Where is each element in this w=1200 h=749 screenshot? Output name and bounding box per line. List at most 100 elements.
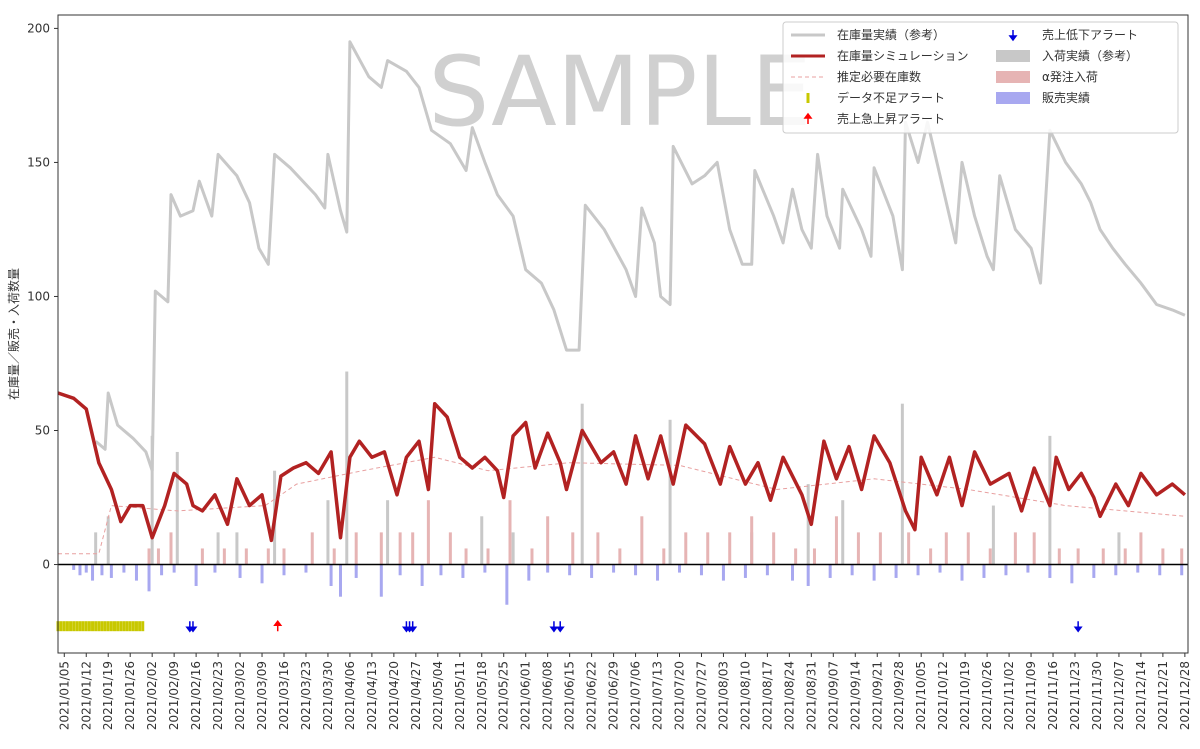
bar: [878, 532, 882, 565]
bar: [546, 564, 550, 573]
legend-label: α発注入荷: [1042, 69, 1098, 84]
bar: [684, 532, 688, 565]
y-tick-label: 200: [27, 21, 50, 35]
bar: [100, 564, 104, 576]
bar: [765, 564, 769, 576]
x-tick-label: 2021/08/31: [804, 661, 818, 730]
x-tick-label: 2021/09/21: [870, 661, 884, 730]
x-tick-label: 2021/11/09: [1024, 661, 1038, 730]
alert-marker: [188, 621, 198, 633]
bar: [448, 532, 452, 565]
legend-label: 在庫量シミュレーション: [837, 49, 969, 63]
bar: [379, 564, 383, 597]
bar: [929, 548, 933, 565]
bar: [794, 548, 798, 565]
alert-marker: [549, 621, 559, 633]
bar: [938, 564, 942, 573]
bar: [84, 564, 88, 573]
bar: [1161, 548, 1165, 565]
bar: [527, 564, 531, 581]
x-tick-label: 2021/10/12: [936, 661, 950, 730]
x-tick-label: 2021/04/27: [409, 661, 423, 730]
x-tick-label: 2021/12/21: [1156, 661, 1170, 730]
legend-label: 在庫量実績（参考）: [837, 27, 945, 42]
line: [58, 456, 1185, 555]
bar: [850, 564, 854, 576]
bar: [699, 564, 703, 576]
bar: [640, 516, 644, 565]
legend-label: 売上急上昇アラート: [837, 111, 945, 126]
x-tick-label: 2021/01/19: [101, 661, 115, 730]
x-tick-label: 2021/01/12: [79, 661, 93, 730]
bar: [580, 403, 584, 565]
legend-label: 販売実績: [1042, 90, 1090, 105]
bar: [1032, 532, 1036, 565]
bar: [1114, 564, 1118, 576]
bar: [354, 564, 358, 578]
legend-swatch: [1008, 30, 1018, 42]
x-tick-label: 2021/08/03: [716, 661, 730, 730]
x-tick-label: 2021/08/24: [782, 661, 796, 730]
x-tick-label: 2021/02/23: [211, 661, 225, 730]
bar: [213, 564, 217, 573]
bar: [398, 532, 402, 565]
x-tick-label: 2021/07/27: [694, 661, 708, 730]
bar: [332, 548, 336, 565]
x-tick-label: 2021/02/02: [145, 661, 159, 730]
y-tick-label: 100: [27, 289, 50, 303]
bar: [1048, 564, 1052, 578]
bar: [612, 564, 616, 573]
bar: [1139, 532, 1143, 565]
bar: [772, 532, 776, 565]
legend-swatch: [996, 92, 1030, 104]
x-tick-label: 2021/11/16: [1046, 661, 1060, 730]
alert-marker: [408, 621, 418, 633]
bar: [1101, 548, 1105, 565]
bar: [134, 564, 138, 581]
y-tick-label: 0: [42, 558, 50, 572]
bar: [596, 532, 600, 565]
bar: [200, 548, 204, 565]
bar: [568, 564, 572, 576]
bar: [590, 564, 594, 578]
bar: [900, 403, 904, 565]
x-tick-label: 2021/08/17: [760, 661, 774, 730]
x-tick-label: 2021/10/19: [958, 661, 972, 730]
x-tick-label: 2021/03/30: [321, 661, 335, 730]
bar: [150, 435, 154, 565]
x-tick-label: 2021/11/30: [1090, 661, 1104, 730]
bar: [235, 532, 239, 565]
x-tick-label: 2021/04/20: [387, 661, 401, 730]
watermark: SAMPLE: [428, 36, 811, 148]
bar: [339, 564, 342, 597]
legend-label: データ不足アラート: [837, 90, 945, 105]
bar: [1070, 564, 1074, 584]
x-tick-label: 2021/06/15: [563, 661, 577, 730]
bar: [326, 500, 330, 565]
bar: [1076, 548, 1080, 565]
bar: [662, 548, 666, 565]
bar: [505, 564, 509, 605]
bar: [841, 500, 845, 565]
bar: [988, 548, 992, 565]
bar: [634, 564, 638, 576]
x-tick-label: 2021/08/10: [738, 661, 752, 730]
bar: [420, 564, 424, 586]
bar: [721, 564, 725, 581]
x-tick-label: 2021/01/26: [123, 661, 137, 730]
bar: [571, 532, 575, 565]
bar: [216, 532, 220, 565]
x-tick-label: 2021/11/23: [1068, 661, 1082, 730]
bar: [282, 548, 286, 565]
x-tick-label: 2021/03/09: [255, 661, 269, 730]
bar: [147, 564, 151, 592]
alert-marker: [555, 621, 565, 633]
bar: [147, 548, 151, 565]
bar: [439, 564, 443, 576]
alert-marker: [1073, 621, 1083, 633]
bar: [266, 548, 270, 565]
y-tick-label: 150: [27, 155, 50, 169]
bar: [966, 532, 970, 565]
x-tick-label: 2021/12/14: [1134, 661, 1148, 730]
